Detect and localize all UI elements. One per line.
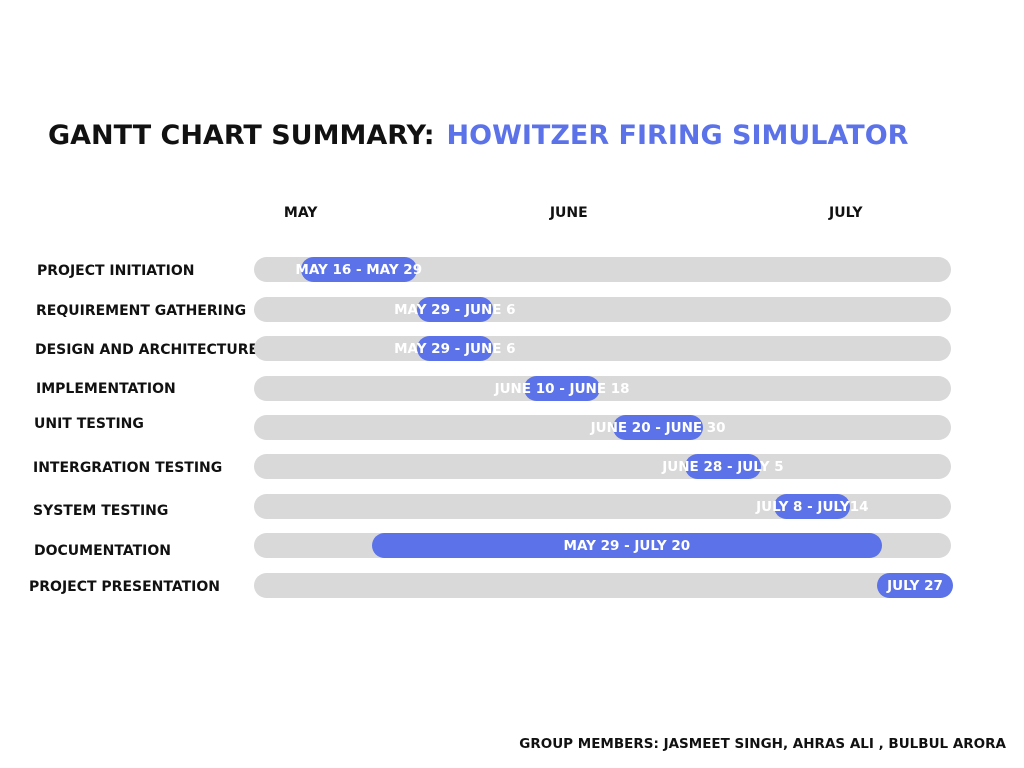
task-track-intergration-testing	[254, 454, 951, 479]
task-track-unit-testing	[254, 415, 951, 440]
task-bar-project-presentation: JULY 27	[877, 573, 953, 598]
task-bar-implementation: JUNE 10 - JUNE 18	[495, 376, 630, 401]
task-bar-design-and-architecture: MAY 29 - JUNE 6	[394, 336, 516, 361]
task-bar-documentation: MAY 29 - JULY 20	[372, 533, 882, 558]
task-bar-project-initiation: MAY 16 - MAY 29	[295, 257, 422, 282]
task-label-implementation: IMPLEMENTATION	[36, 381, 176, 397]
task-label-unit-testing: UNIT TESTING	[34, 416, 144, 432]
task-label-system-testing: SYSTEM TESTING	[33, 503, 169, 519]
task-label-project-presentation: PROJECT PRESENTATION	[29, 579, 220, 595]
month-label-july: JULY	[829, 205, 863, 221]
task-label-intergration-testing: INTERGRATION TESTING	[33, 460, 223, 476]
chart-title: GANTT CHART SUMMARY: HOWITZER FIRING SIMU…	[48, 116, 908, 156]
task-bar-unit-testing: JUNE 20 - JUNE 30	[591, 415, 726, 440]
month-label-june: JUNE	[549, 205, 588, 221]
title-main: GANTT CHART SUMMARY:	[48, 120, 435, 151]
task-track-requirement-gathering	[254, 297, 951, 322]
task-track-implementation	[254, 376, 951, 401]
task-bar-intergration-testing: JUNE 28 - JULY 5	[662, 454, 784, 479]
title-sub: HOWITZER FIRING SIMULATOR	[446, 120, 909, 151]
task-track-project-presentation	[254, 573, 951, 598]
task-label-requirement-gathering: REQUIREMENT GATHERING	[36, 303, 247, 319]
task-bar-system-testing: JULY 8 - JULY14	[756, 494, 868, 519]
task-label-project-initiation: PROJECT INITIATION	[37, 263, 195, 279]
group-members: GROUP MEMBERS: JASMEET SINGH, AHRAS ALI …	[519, 736, 1006, 752]
task-label-design-and-architecture: DESIGN AND ARCHITECTURE	[35, 342, 259, 358]
task-label-documentation: DOCUMENTATION	[34, 543, 171, 559]
task-bar-requirement-gathering: MAY 29 - JUNE 6	[394, 297, 516, 322]
task-track-design-and-architecture	[254, 336, 951, 361]
month-label-may: MAY	[283, 205, 318, 221]
